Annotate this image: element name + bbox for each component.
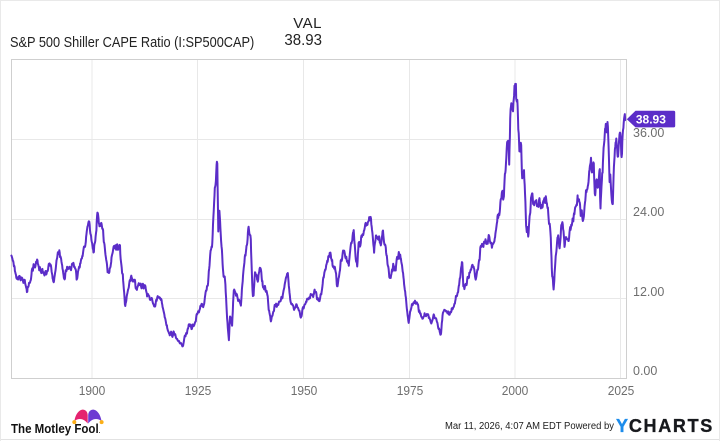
svg-text:38.93: 38.93 bbox=[636, 112, 666, 126]
